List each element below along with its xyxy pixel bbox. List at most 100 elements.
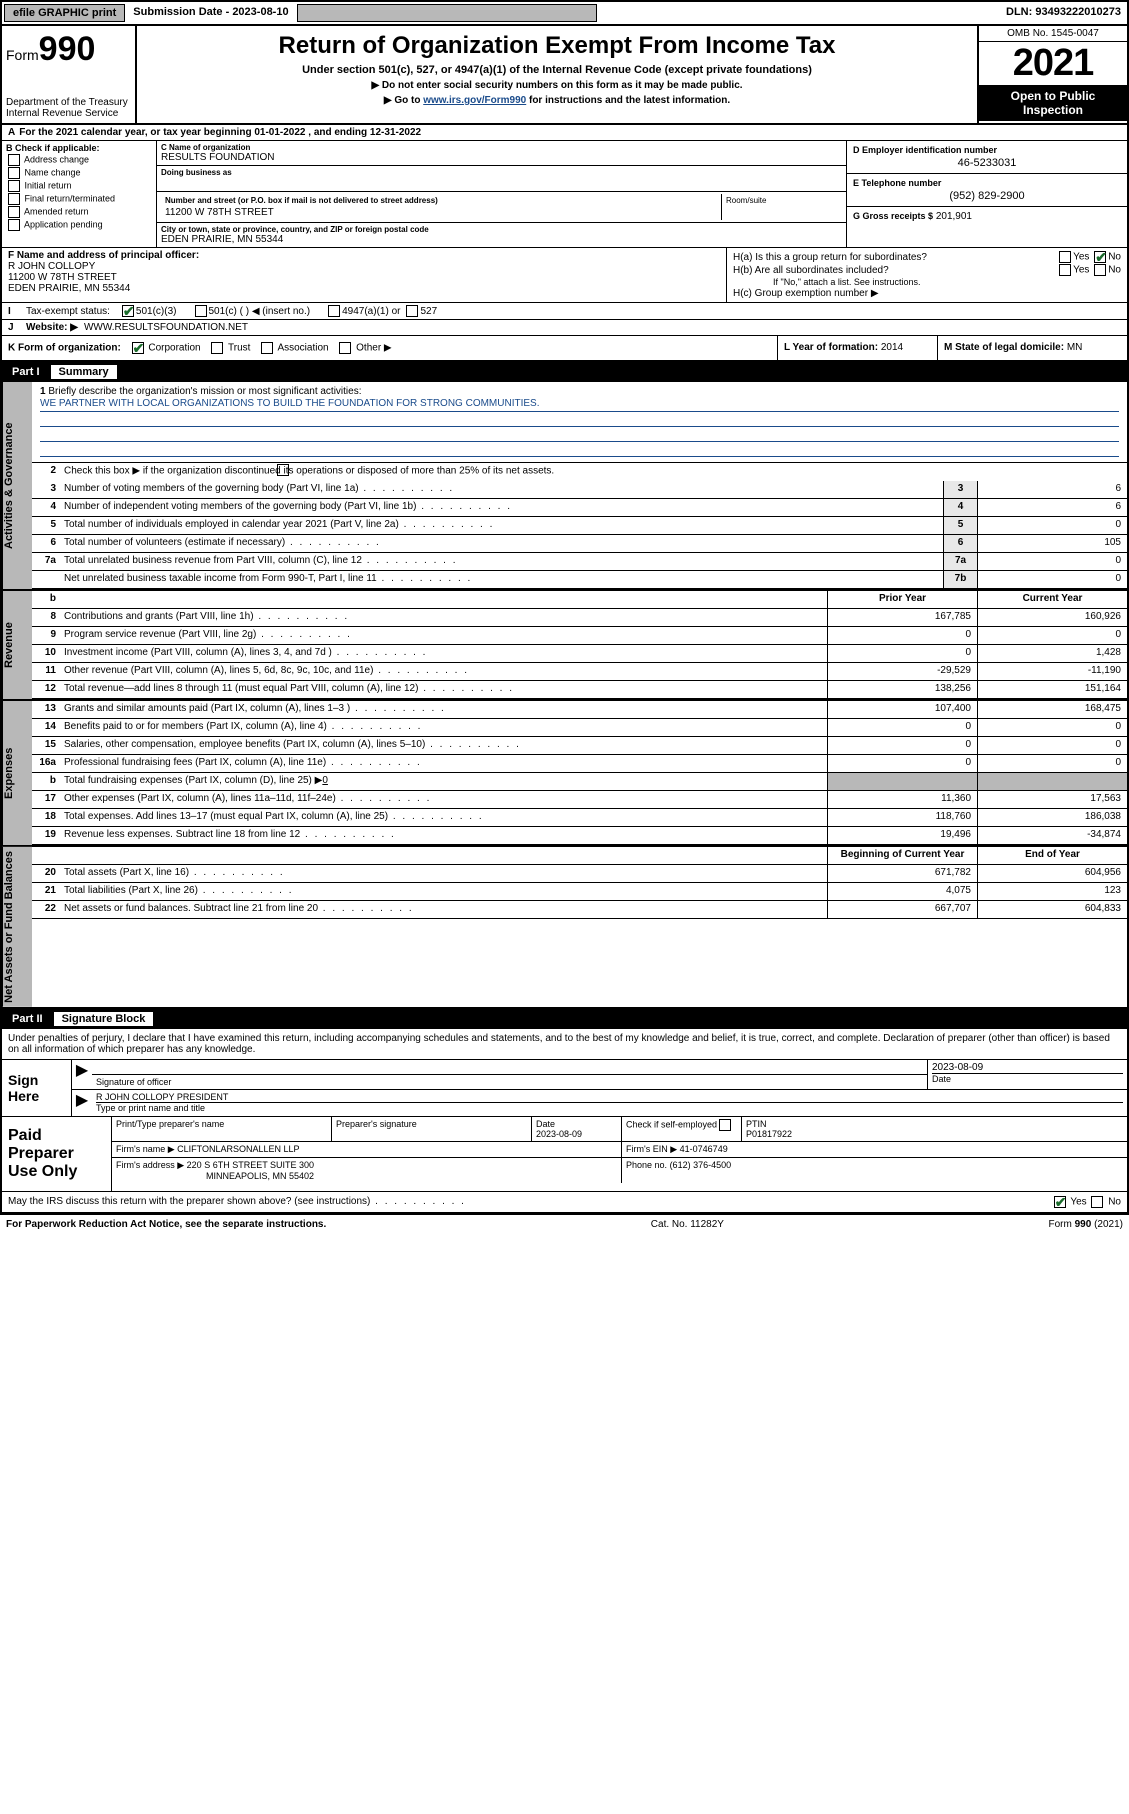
na-prior-hdr: Beginning of Current Year	[827, 847, 977, 864]
govline-7a: 7a Total unrelated business revenue from…	[32, 553, 1127, 571]
department: Department of the Treasury Internal Reve…	[6, 97, 131, 119]
initial-return-checkbox[interactable]: Initial return	[6, 180, 152, 192]
goto-prefix: ▶ Go to	[384, 95, 423, 106]
page-footer: For Paperwork Reduction Act Notice, see …	[0, 1214, 1129, 1234]
hc-label: H(c) Group exemption number ▶	[733, 288, 879, 299]
501c-checkbox[interactable]	[195, 305, 207, 317]
prep-sig-hdr: Preparer's signature	[332, 1117, 532, 1141]
desc: Other revenue (Part VIII, column (A), li…	[60, 663, 827, 680]
line2-checkbox[interactable]	[277, 464, 289, 476]
ptin-hdr: PTIN	[746, 1119, 1123, 1129]
prior: 0	[827, 719, 977, 736]
final-return-checkbox[interactable]: Final return/terminated	[6, 193, 152, 205]
hb-yes-checkbox[interactable]	[1059, 264, 1071, 276]
governance-section: Activities & Governance 1 Briefly descri…	[0, 382, 1129, 591]
desc: Net assets or fund balances. Subtract li…	[60, 901, 827, 918]
tax-year: 2021	[979, 42, 1127, 85]
sig-arrow2: ▶	[72, 1090, 92, 1115]
selfemp-checkbox[interactable]	[719, 1119, 731, 1131]
501c3-checkbox[interactable]	[122, 305, 134, 317]
form-number: Form990	[6, 30, 131, 69]
num: 5	[32, 517, 60, 534]
desc: Grants and similar amounts paid (Part IX…	[60, 701, 827, 718]
efile-print-button[interactable]: efile GRAPHIC print	[4, 4, 125, 22]
curr: 123	[977, 883, 1127, 900]
desc: Program service revenue (Part VIII, line…	[60, 627, 827, 644]
line-17: 17 Other expenses (Part IX, column (A), …	[32, 791, 1127, 809]
sig-para: Under penalties of perjury, I declare th…	[2, 1029, 1127, 1059]
other-checkbox[interactable]	[339, 342, 351, 354]
na-header-row: Beginning of Current Year End of Year	[32, 847, 1127, 865]
corp-checkbox[interactable]	[132, 342, 144, 354]
num: 18	[32, 809, 60, 826]
4947-checkbox[interactable]	[328, 305, 340, 317]
num: 7a	[32, 553, 60, 570]
desc: Total liabilities (Part X, line 26)	[60, 883, 827, 900]
irs-link[interactable]: www.irs.gov/Form990	[423, 95, 526, 106]
firm-addr2: MINNEAPOLIS, MN 55402	[206, 1171, 617, 1181]
block-h: H(a) Is this a group return for subordin…	[727, 248, 1127, 302]
num: 17	[32, 791, 60, 808]
blank-button[interactable]	[297, 4, 597, 22]
527-checkbox[interactable]	[406, 305, 418, 317]
desc: Total revenue—add lines 8 through 11 (mu…	[60, 681, 827, 698]
brief-blank1	[40, 413, 1119, 427]
ha-no-checkbox[interactable]	[1094, 251, 1106, 263]
curr: 0	[977, 737, 1127, 754]
sig-date-label: Date	[932, 1073, 1123, 1084]
hb-no-checkbox[interactable]	[1094, 264, 1106, 276]
period-row: A For the 2021 calendar year, or tax yea…	[0, 125, 1129, 141]
part1-num: Part I	[6, 366, 46, 378]
box: 6	[943, 535, 977, 552]
discuss-no-checkbox[interactable]	[1091, 1196, 1103, 1208]
prep-selfemp: Check if self-employed	[626, 1119, 717, 1129]
open-inspection: Open to Public Inspection	[979, 85, 1127, 121]
dln: DLN: 93493222010273	[1000, 2, 1127, 24]
gross-value: 201,901	[936, 211, 972, 222]
year-formation: 2014	[881, 342, 903, 353]
gov-tab: Activities & Governance	[2, 382, 32, 589]
submission-date: Submission Date - 2023-08-10	[127, 2, 294, 24]
org-name-label: C Name of organization	[161, 143, 842, 152]
num: 4	[32, 499, 60, 516]
form-subtitle: Under section 501(c), 527, or 4947(a)(1)…	[143, 64, 971, 76]
firm-ein: 41-0746749	[680, 1144, 728, 1154]
prior: 118,760	[827, 809, 977, 826]
box: 3	[943, 481, 977, 498]
preparer-section: Paid Preparer Use Only Print/Type prepar…	[2, 1116, 1127, 1191]
val: 0	[977, 553, 1127, 570]
block-klm: K Form of organization: Corporation Trus…	[0, 336, 1129, 362]
prior: 107,400	[827, 701, 977, 718]
website-value: WWW.RESULTSFOUNDATION.NET	[84, 322, 248, 333]
prior: 4,075	[827, 883, 977, 900]
part2-title: Signature Block	[53, 1011, 155, 1027]
num: 3	[32, 481, 60, 498]
tax-status-label: Tax-exempt status:	[26, 306, 110, 317]
curr: 1,428	[977, 645, 1127, 662]
assoc-checkbox[interactable]	[261, 342, 273, 354]
prior: 0	[827, 737, 977, 754]
expenses-section: Expenses 13 Grants and similar amounts p…	[0, 701, 1129, 847]
gross-label: G Gross receipts $	[853, 211, 933, 221]
discuss-yes-checkbox[interactable]	[1054, 1196, 1066, 1208]
amended-checkbox[interactable]: Amended return	[6, 206, 152, 218]
prior: 0	[827, 627, 977, 644]
goto-link-line: ▶ Go to www.irs.gov/Form990 for instruct…	[143, 95, 971, 106]
num: 8	[32, 609, 60, 626]
name-change-checkbox[interactable]: Name change	[6, 167, 152, 179]
part1-header: Part I Summary	[0, 362, 1129, 382]
addr-change-checkbox[interactable]: Address change	[6, 154, 152, 166]
desc: Total assets (Part X, line 16)	[60, 865, 827, 882]
addr-label: Number and street (or P.O. box if mail i…	[161, 194, 721, 207]
app-pending-checkbox[interactable]: Application pending	[6, 219, 152, 231]
ha-yes-checkbox[interactable]	[1059, 251, 1071, 263]
firm-phone-label: Phone no.	[626, 1160, 667, 1170]
revenue-section: Revenue b Prior Year Current Year 8 Cont…	[0, 591, 1129, 701]
officer-addr1: 11200 W 78TH STREET	[8, 272, 720, 283]
dba-label: Doing business as	[161, 168, 842, 177]
trust-checkbox[interactable]	[211, 342, 223, 354]
curr: -34,874	[977, 827, 1127, 844]
ein-value: 46-5233031	[853, 157, 1121, 169]
netassets-section: Net Assets or Fund Balances Beginning of…	[0, 847, 1129, 1009]
curr: 604,833	[977, 901, 1127, 918]
